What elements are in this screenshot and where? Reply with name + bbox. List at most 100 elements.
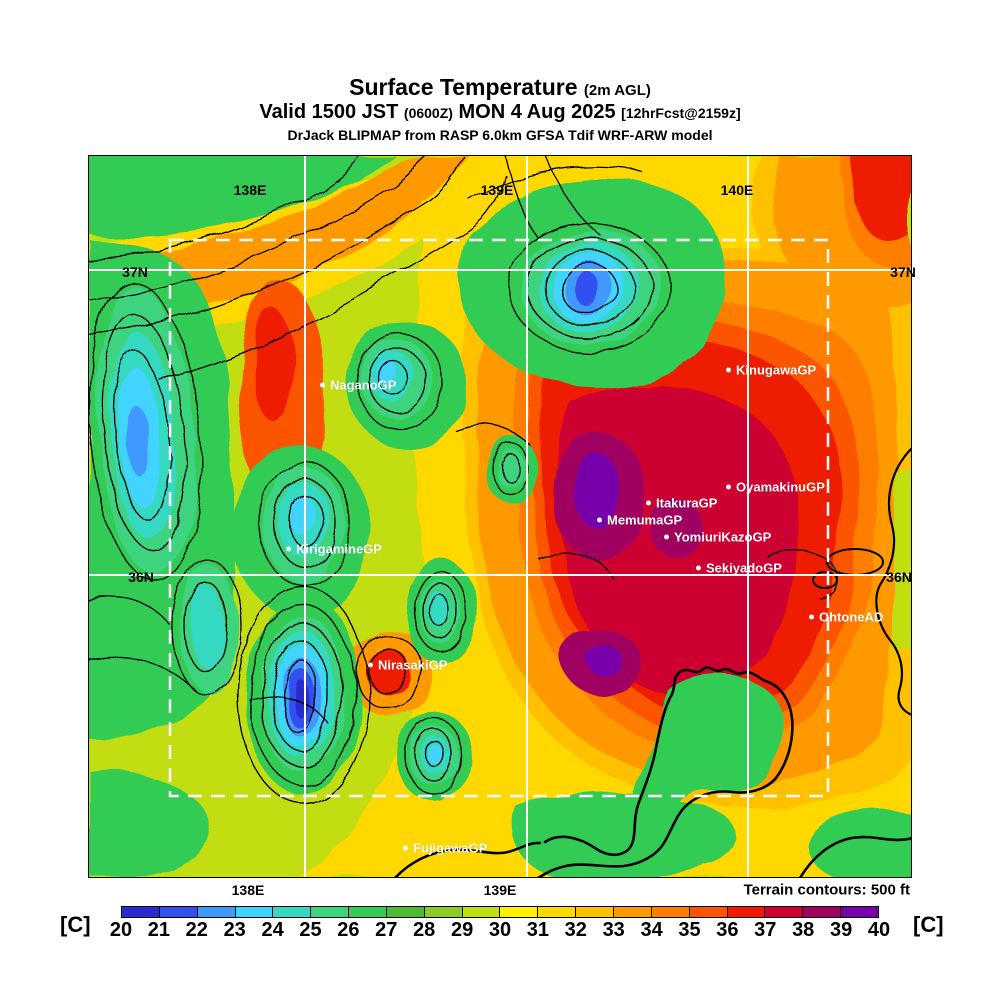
colorbar-segments [121, 906, 879, 918]
graticule [88, 155, 912, 878]
lat-label-right-37n: 37N [890, 264, 916, 280]
station-dot [597, 517, 602, 523]
station-dot [320, 382, 325, 388]
station-dot [368, 662, 373, 668]
colorbar-segment-23-24 [235, 907, 274, 917]
colorbar-segment-39-40 [841, 907, 878, 917]
colorbar-unit-right: [C] [913, 912, 944, 937]
colorbar-segment-36-37 [727, 907, 766, 917]
colorbar-tick-23: 23 [223, 919, 246, 941]
colorbar-tick-20: 20 [109, 919, 133, 941]
lon-label-bottom-138e: 138E [231, 882, 265, 898]
station-memuma: MemumaGP [597, 513, 682, 528]
station-dot [646, 500, 651, 506]
lat-label-left-36n: 36N [128, 569, 154, 585]
colorbar-tick-30: 30 [488, 919, 512, 941]
colorbar-tick-27: 27 [375, 919, 398, 941]
map-border [88, 155, 912, 878]
model-domain-box [168, 238, 830, 798]
colorbar-unit-left: [C] [60, 912, 91, 937]
station-label: ItakuraGP [656, 495, 718, 511]
colorbar-tick-26: 26 [337, 919, 360, 941]
valid-time-line: Valid 1500 JST (0600Z) MON 4 Aug 2025 [1… [0, 101, 1000, 124]
station-kirigamine: KirigamineGP [286, 542, 382, 557]
colorbar-tick-32: 32 [564, 919, 587, 941]
station-sekiyado: SekiyadoGP [696, 561, 782, 576]
colorbar-segment-35-36 [689, 907, 728, 917]
colorbar-segment-37-38 [765, 907, 804, 917]
station-dot [696, 565, 701, 571]
station-fujigawa: FujigawaGP [403, 841, 487, 856]
valid-zulu: (0600Z) [403, 105, 453, 121]
station-dot [726, 484, 731, 490]
station-dot [726, 367, 731, 373]
station-oyamakinu: OyamakinuGP [726, 480, 825, 495]
colorbar-segment-28-29 [424, 907, 463, 917]
colorbar-tick-36: 36 [716, 919, 739, 941]
colorbar-tick-22: 22 [185, 919, 208, 941]
valid-date: MON 4 Aug 2025 [458, 101, 616, 123]
station-label: NirasakiGP [378, 657, 448, 673]
colorbar-segment-33-34 [613, 907, 652, 917]
colorbar-tick-31: 31 [526, 919, 550, 941]
station-nirasaki: NirasakiGP [368, 658, 447, 673]
colorbar-tick-29: 29 [450, 919, 474, 941]
lon-label-top-138e: 138E [233, 182, 267, 198]
colorbar-ticks: 20 21 22 23 24 25 26 27 28 29 30 31 32 33 34 35 36 37 38 39… [110, 919, 890, 941]
station-ohtone: OhtoneAD [809, 610, 883, 625]
station-dot [403, 845, 408, 851]
model-line: DrJack BLIPMAP from RASP 6.0km GFSA Tdif… [287, 127, 713, 143]
station-label: KinugawaGP [736, 362, 817, 378]
colorbar-segment-25-26 [311, 907, 350, 917]
station-label: OyamakinuGP [736, 479, 825, 495]
page-title: Surface Temperature (2m AGL) [0, 74, 1000, 101]
colorbar-tick-40: 40 [867, 919, 891, 941]
terrain-contours-note: Terrain contours: 500 ft [743, 881, 910, 899]
colorbar-segment-22-23 [197, 907, 236, 917]
lat-label-left-37n: 37N [122, 264, 148, 280]
station-label: YomiuriKazoGP [674, 529, 772, 545]
colorbar-tick-21: 21 [147, 919, 171, 941]
colorbar-segment-38-39 [803, 907, 842, 917]
colorbar-segment-29-30 [462, 907, 501, 917]
station-itakura: ItakuraGP [646, 496, 717, 511]
colorbar-tick-38: 38 [792, 919, 815, 941]
lon-label-top-140e: 140E [720, 182, 754, 198]
station-label: NaganoGP [330, 377, 397, 393]
station-label: SekiyadoGP [706, 560, 782, 576]
station-dot [664, 534, 669, 540]
colorbar-tick-33: 33 [602, 919, 625, 941]
coastlines [393, 446, 912, 878]
colorbar-segment-21-22 [159, 907, 198, 917]
station-label: FujigawaGP [413, 840, 488, 856]
station-yomiurikazo: YomiuriKazoGP [664, 530, 771, 545]
station-label: OhtoneAD [819, 609, 884, 625]
temperature-field [88, 155, 912, 878]
station-label: KirigamineGP [296, 541, 382, 557]
colorbar-tick-28: 28 [413, 919, 436, 941]
colorbar-tick-34: 34 [640, 919, 663, 941]
station-kinugawa: KinugawaGP [726, 363, 816, 378]
station-label: MemumaGP [607, 512, 683, 528]
colorbar-segment-30-31 [500, 907, 539, 917]
colorbar-segment-32-33 [576, 907, 614, 917]
colorbar-tick-35: 35 [678, 919, 701, 941]
station-dot [809, 614, 814, 620]
station-nagano: NaganoGP [320, 378, 396, 393]
terrain-contours [88, 155, 840, 804]
colorbar-tick-37: 37 [754, 919, 777, 941]
colorbar-segment-34-35 [651, 907, 690, 917]
temperature-map [88, 155, 912, 878]
colorbar-tick-39: 39 [829, 919, 853, 941]
valid-main: Valid 1500 JST [259, 101, 399, 123]
valid-fcst: [12hrFcst@2159z] [621, 105, 741, 121]
lon-label-top-139e: 139E [480, 182, 514, 198]
station-dot [286, 546, 291, 552]
lon-label-bottom-139e: 139E [483, 882, 517, 898]
colorbar-segment-24-25 [273, 907, 312, 917]
colorbar-tick-24: 24 [261, 919, 284, 941]
colorbar-segment-26-27 [349, 907, 387, 917]
lat-label-right-36n: 36N [886, 569, 912, 585]
colorbar-segment-20-21 [122, 907, 160, 917]
